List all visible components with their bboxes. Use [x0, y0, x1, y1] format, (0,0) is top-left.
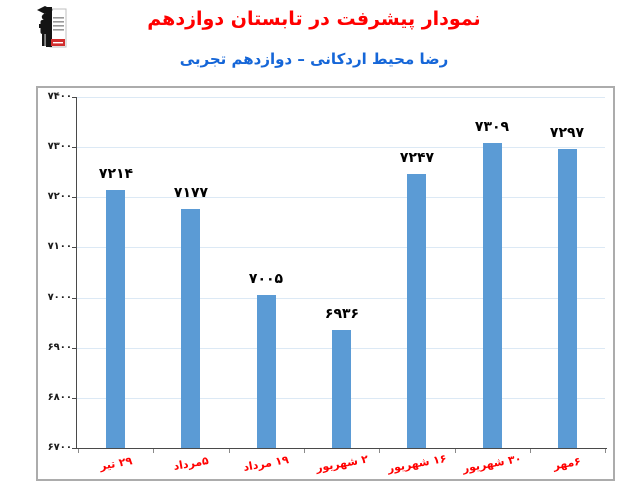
x-axis-tick	[78, 449, 79, 453]
x-axis-tick	[605, 449, 606, 453]
x-axis-tick	[229, 449, 230, 453]
gridline	[77, 197, 605, 198]
gridline	[77, 97, 605, 98]
y-axis-label: ۷۰۰۰	[47, 292, 72, 303]
bar-value-label: ۶۹۳۶	[324, 306, 360, 322]
y-axis-label: ۷۲۰۰	[47, 191, 72, 202]
bar-value-label: ۷۳۰۹	[474, 119, 510, 135]
y-axis-tick	[72, 348, 76, 349]
x-axis-line	[76, 448, 607, 449]
bar-value-label: ۷۲۴۷	[399, 150, 435, 166]
page-title: نمودار پیشرفت در تابستان دوازدهم	[147, 8, 481, 30]
school-logo-icon	[36, 2, 68, 52]
chart-container: ۷۴۰۰ ۷۳۰۰ ۷۲۰۰ ۷۱۰۰ ۷۰۰۰ ۶۹۰۰ ۶۸۰۰ ۶۷۰۰ ۷۲۱۴ ۲۹ ت…	[36, 86, 615, 481]
x-axis-label: ۲۹ تیر	[98, 454, 134, 473]
x-axis-label: ۲ شهریور	[314, 452, 370, 475]
x-axis-label: ۱۹ مرداد	[242, 453, 290, 474]
y-axis-tick	[72, 97, 76, 98]
bar-value-label: ۷۲۹۷	[549, 125, 585, 141]
bar	[332, 330, 351, 448]
y-axis-tick	[72, 147, 76, 148]
gridline	[77, 298, 605, 299]
gridline	[77, 147, 605, 148]
page-subtitle: رضا محیط اردکانی – دوازدهم تجربی	[179, 50, 449, 68]
bar	[483, 143, 502, 448]
y-axis-tick	[72, 247, 76, 248]
bar-value-label: ۷۰۰۵	[248, 271, 284, 287]
x-axis-tick	[379, 449, 380, 453]
bar	[106, 190, 125, 448]
y-axis-label: ۶۷۰۰	[47, 442, 72, 453]
bar-value-label: ۷۲۱۴	[98, 166, 134, 182]
y-axis-tick	[72, 197, 76, 198]
bar	[558, 149, 577, 448]
x-axis-tick	[530, 449, 531, 453]
y-axis-line	[76, 97, 77, 448]
y-axis-label: ۷۱۰۰	[47, 241, 72, 252]
gridline	[77, 247, 605, 248]
bar-value-label: ۷۱۷۷	[173, 185, 209, 201]
x-axis-tick	[455, 449, 456, 453]
y-axis-tick	[72, 398, 76, 399]
bar-chart-plot: ۷۴۰۰ ۷۳۰۰ ۷۲۰۰ ۷۱۰۰ ۷۰۰۰ ۶۹۰۰ ۶۸۰۰ ۶۷۰۰ ۷۲۱۴ ۲۹ ت…	[38, 88, 613, 479]
y-axis-label: ۶۸۰۰	[47, 392, 72, 403]
bar	[257, 295, 276, 448]
x-axis-label: ۶مهر	[552, 454, 582, 473]
y-axis-label: ۷۳۰۰	[47, 141, 72, 152]
x-axis-tick	[153, 449, 154, 453]
y-axis-label: ۶۹۰۰	[47, 342, 72, 353]
x-axis-label: ۱۶ شهریور	[386, 451, 448, 476]
x-axis-label: ۵مرداد	[172, 454, 210, 473]
y-axis-label: ۷۴۰۰	[47, 91, 72, 102]
y-axis-tick	[72, 448, 76, 449]
bar	[181, 209, 200, 448]
x-axis-tick	[304, 449, 305, 453]
bar	[407, 174, 426, 448]
x-axis-label: ۳۰ شهریور	[461, 451, 523, 476]
y-axis-tick	[72, 298, 76, 299]
